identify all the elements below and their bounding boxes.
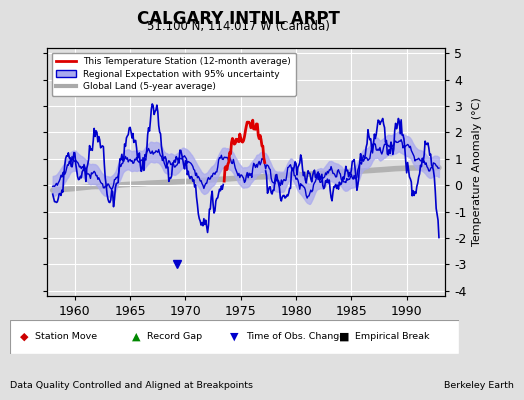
FancyBboxPatch shape bbox=[10, 320, 458, 354]
Text: ▼: ▼ bbox=[230, 331, 239, 341]
Text: ▲: ▲ bbox=[132, 331, 140, 341]
Text: Data Quality Controlled and Aligned at Breakpoints: Data Quality Controlled and Aligned at B… bbox=[10, 381, 254, 390]
Y-axis label: Temperature Anomaly (°C): Temperature Anomaly (°C) bbox=[472, 98, 483, 246]
Text: Berkeley Earth: Berkeley Earth bbox=[444, 381, 514, 390]
Text: Time of Obs. Change: Time of Obs. Change bbox=[246, 332, 345, 341]
Text: ◆: ◆ bbox=[20, 331, 28, 341]
Text: CALGARY INTNL ARPT: CALGARY INTNL ARPT bbox=[137, 10, 340, 28]
Text: Empirical Break: Empirical Break bbox=[355, 332, 430, 341]
Legend: This Temperature Station (12-month average), Regional Expectation with 95% uncer: This Temperature Station (12-month avera… bbox=[52, 52, 296, 96]
Text: ■: ■ bbox=[339, 331, 350, 341]
Text: 51.100 N, 114.017 W (Canada): 51.100 N, 114.017 W (Canada) bbox=[147, 20, 330, 33]
Text: Record Gap: Record Gap bbox=[147, 332, 202, 341]
Text: Station Move: Station Move bbox=[35, 332, 97, 341]
